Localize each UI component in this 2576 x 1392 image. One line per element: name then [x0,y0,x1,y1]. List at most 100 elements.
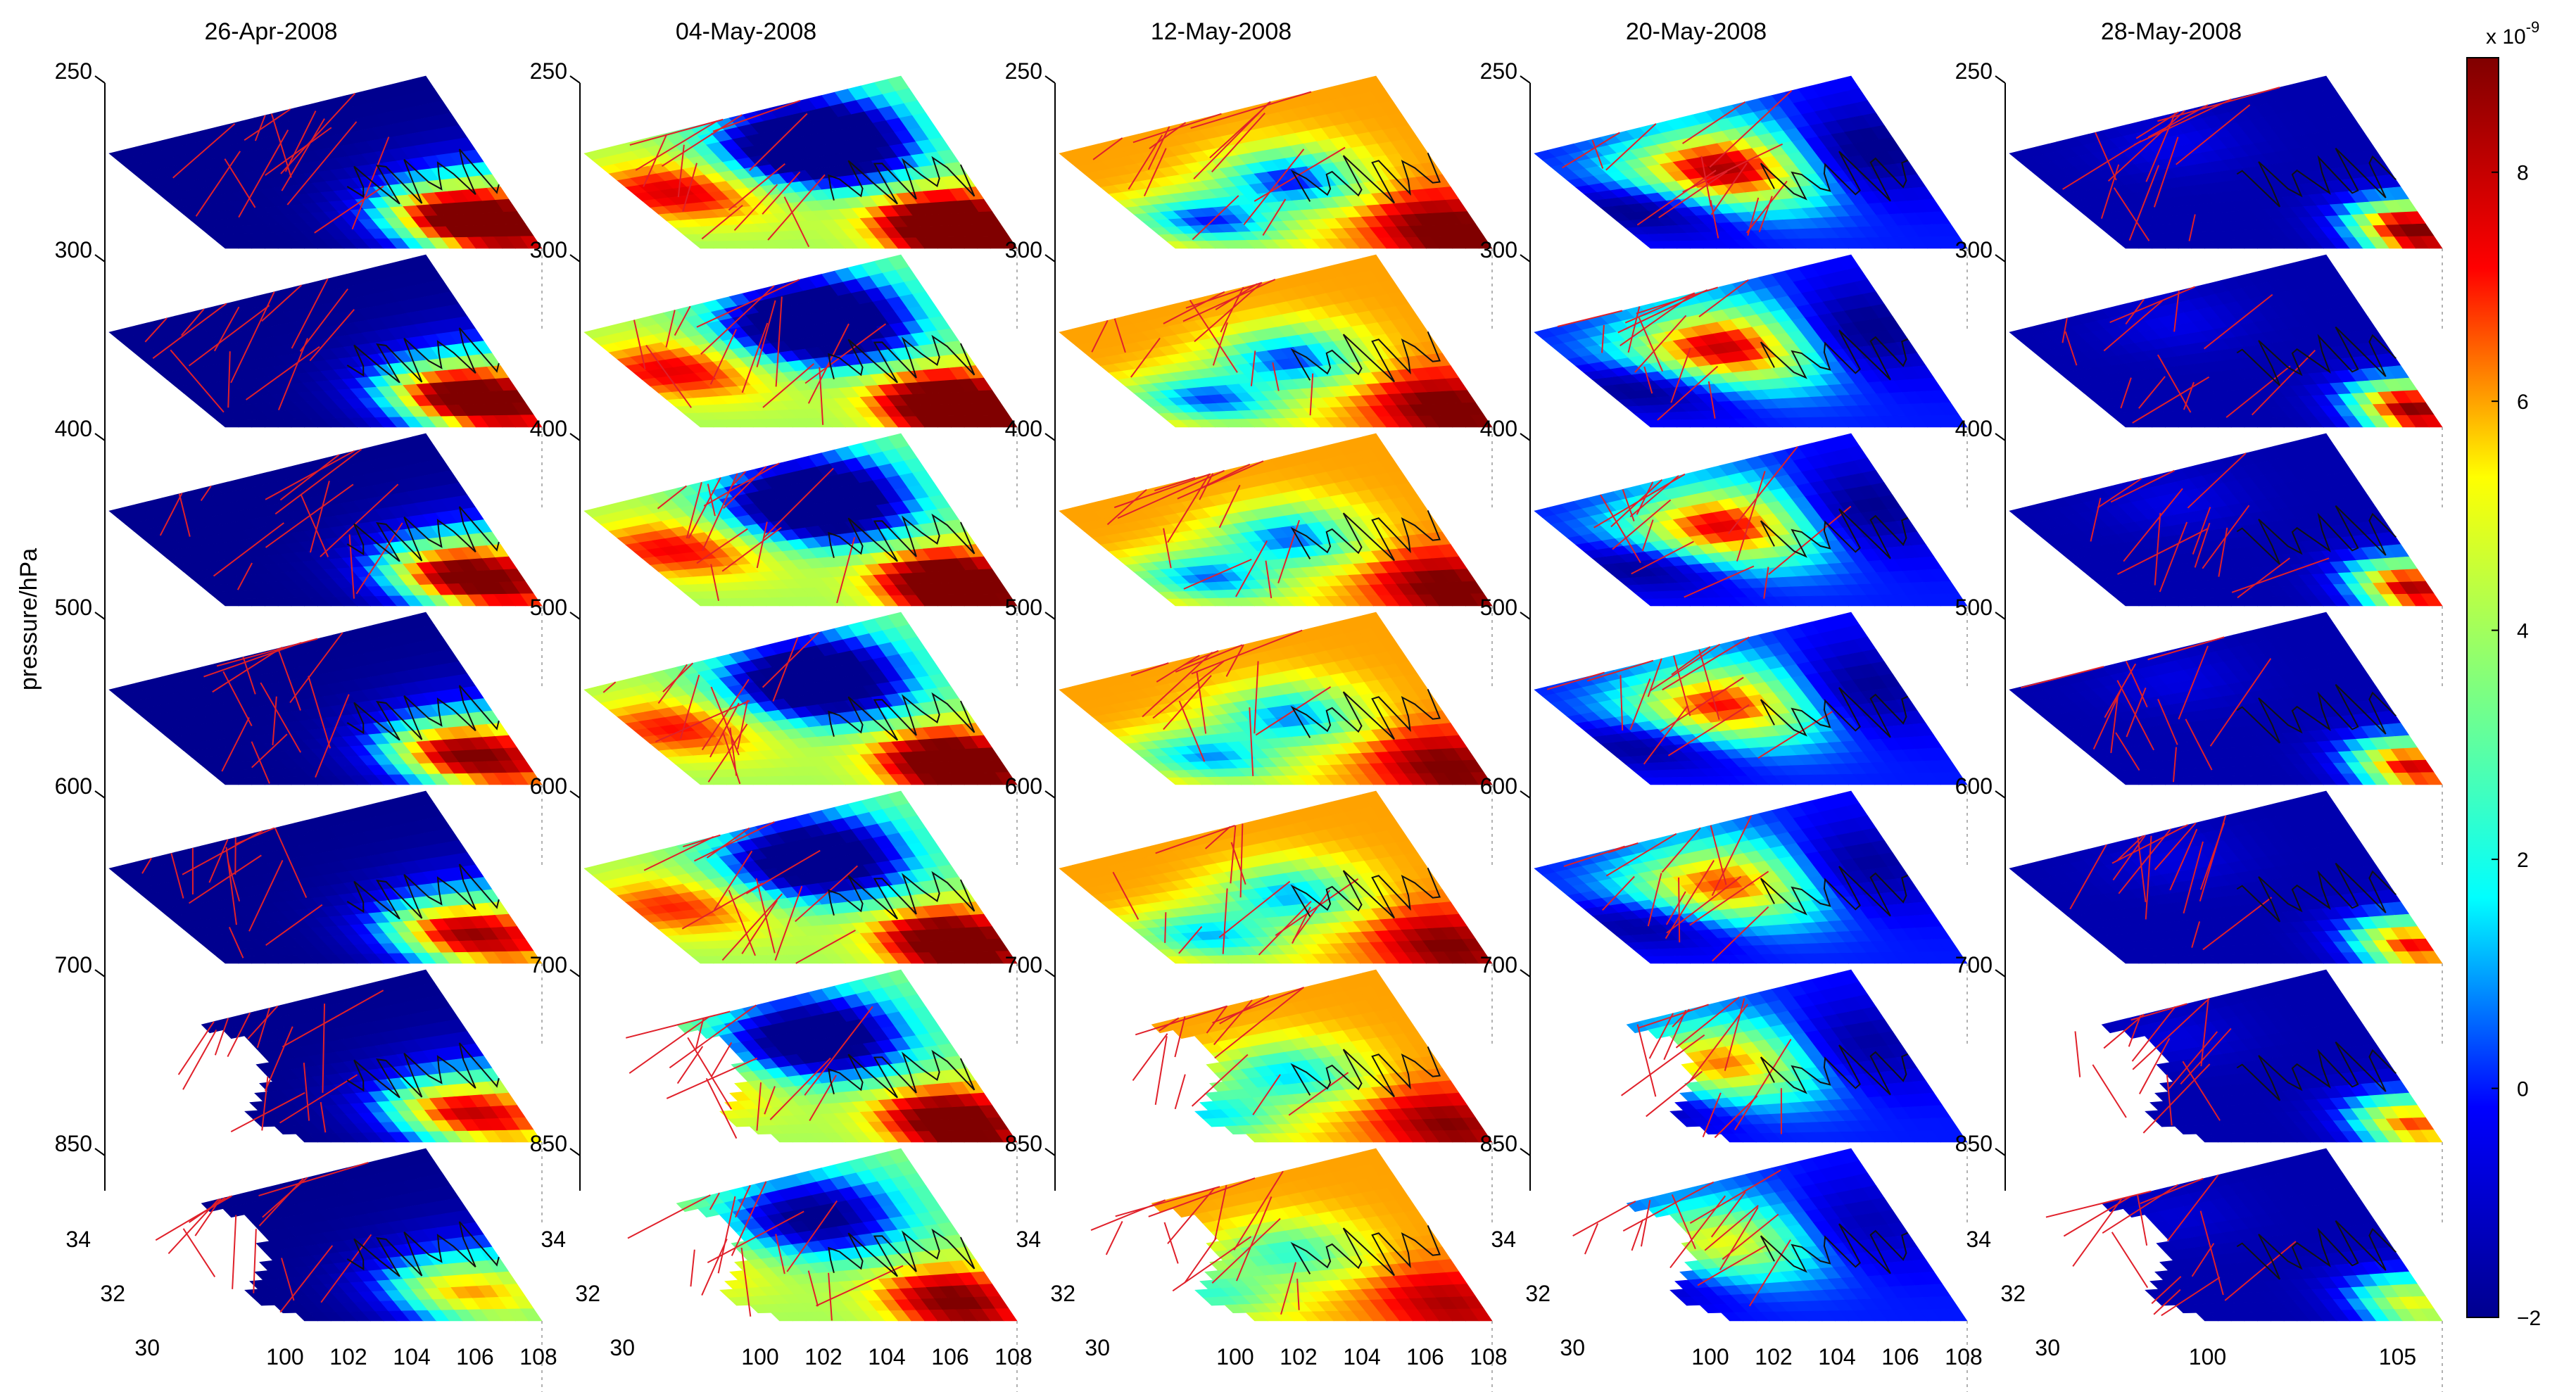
fault-line [244,108,291,141]
latitude-tick-label: 28 [644,1389,669,1392]
level-400: 400 [55,416,543,690]
level-label: 300 [55,237,92,262]
fault-line [152,303,227,360]
level-label: 250 [1005,58,1042,84]
level-label: 250 [55,58,92,84]
fault-line [254,115,266,141]
level-tick [94,969,106,977]
fault-line [314,185,384,234]
longitude-tick-label: 108 [519,1344,557,1369]
level-250: 250 [55,58,543,333]
level-label: 400 [530,416,567,441]
panel-12-May-2008: 12-May-200825030040050060070085034323028… [1005,18,1508,1392]
longitude-tick-label: 104 [393,1344,430,1369]
fault-line [224,158,256,208]
fault-line [690,1249,695,1287]
longitude-tick-label: 100 [741,1344,778,1369]
longitude-tick-label: 108 [995,1344,1032,1369]
level-tick [1044,254,1056,262]
level-label: 850 [530,1131,567,1156]
level-tick [94,75,106,84]
fault-line [170,349,225,413]
fault-line [280,92,356,175]
fault-line [232,1215,237,1289]
longitude-tick-label: 100 [266,1344,303,1369]
fault-line [188,305,270,367]
fault-line [291,278,329,349]
longitude-tick-label: 104 [868,1344,905,1369]
level-850: 850 34 32 30 28 100 102 104 106 108 [55,1131,557,1392]
fault-line [261,284,303,322]
fault-line [155,1196,231,1241]
latitude-tick-label: 34 [541,1227,566,1252]
level-label: 600 [530,773,567,799]
level-label: 700 [55,952,92,977]
longitude-tick-label: 102 [329,1344,367,1369]
longitude-tick-label: 102 [804,1344,842,1369]
level-300: 300 [55,237,543,512]
level-label: 300 [1005,237,1042,262]
level-tick [94,433,106,441]
latitude-tick-label: 32 [100,1281,125,1306]
fault-line [309,309,355,362]
level-label: 400 [55,416,92,441]
fault-line [299,288,349,352]
fault-line [277,338,308,411]
panel-date-title: 26-Apr-2008 [204,18,337,45]
level-tick [1044,75,1056,84]
fault-line [213,306,240,352]
level-label: 250 [530,58,567,84]
latitude-tick-label: 30 [610,1335,635,1360]
boundary-line [346,148,500,205]
fault-line [238,129,289,218]
latitude-tick-label: 34 [65,1227,91,1252]
level-label: 700 [530,952,567,977]
fault-line [181,308,205,336]
fault-line [245,346,320,400]
panel-date-title: 04-May-2008 [676,18,816,45]
fault-line [286,121,358,205]
fault-line [701,1239,728,1296]
level-tick [94,254,106,262]
latitude-tick-label: 32 [575,1281,600,1306]
fault-line [676,1046,704,1084]
fault-line [195,151,241,217]
level-tick [569,254,581,262]
level-label: 850 [55,1131,92,1156]
level-tick [94,612,106,620]
level-label: 500 [530,595,567,620]
longitude-tick-label: 106 [456,1344,493,1369]
level-tick [569,433,581,441]
fault-line [227,351,231,408]
boundary-line [346,327,500,384]
level-label: 300 [530,237,567,262]
fault-line [284,110,317,172]
level-tick [94,790,106,799]
panel-26-Apr-2008: 26-Apr-2008 250 300 400 500 600 700 850 34 32 30 28… [55,18,557,1392]
latitude-tick-label: 28 [169,1389,194,1392]
fault-line [265,127,332,176]
level-label: 500 [55,595,92,620]
level-tick [569,1148,581,1156]
level-tick [94,1148,106,1156]
panels-group: 26-Apr-2008 250 300 400 500 600 700 850 34 32 30 28… [55,18,2443,1392]
level-label: 600 [55,773,92,799]
level-850: 850 34 32 30 28 100 102 104 106 108 [530,1131,1033,1392]
fault-line [687,1037,733,1110]
fault-line [270,113,292,178]
fault-line [182,1228,216,1277]
fault-line [172,123,236,179]
fault-line [144,317,168,343]
fault-line [627,1194,711,1239]
longitude-tick-label: 106 [931,1344,968,1369]
level-tick [569,969,581,977]
panel-04-May-2008: 04-May-2008 250 300 400 500 600 700 850 34 32 30 28… [530,18,1033,1392]
level-tick [569,612,581,620]
level-tick [569,790,581,799]
fault-line [351,137,390,230]
latitude-tick-label: 30 [134,1335,160,1360]
panel-date-title: 12-May-2008 [1151,18,1292,45]
fault-line [281,118,325,191]
level-tick [569,75,581,84]
